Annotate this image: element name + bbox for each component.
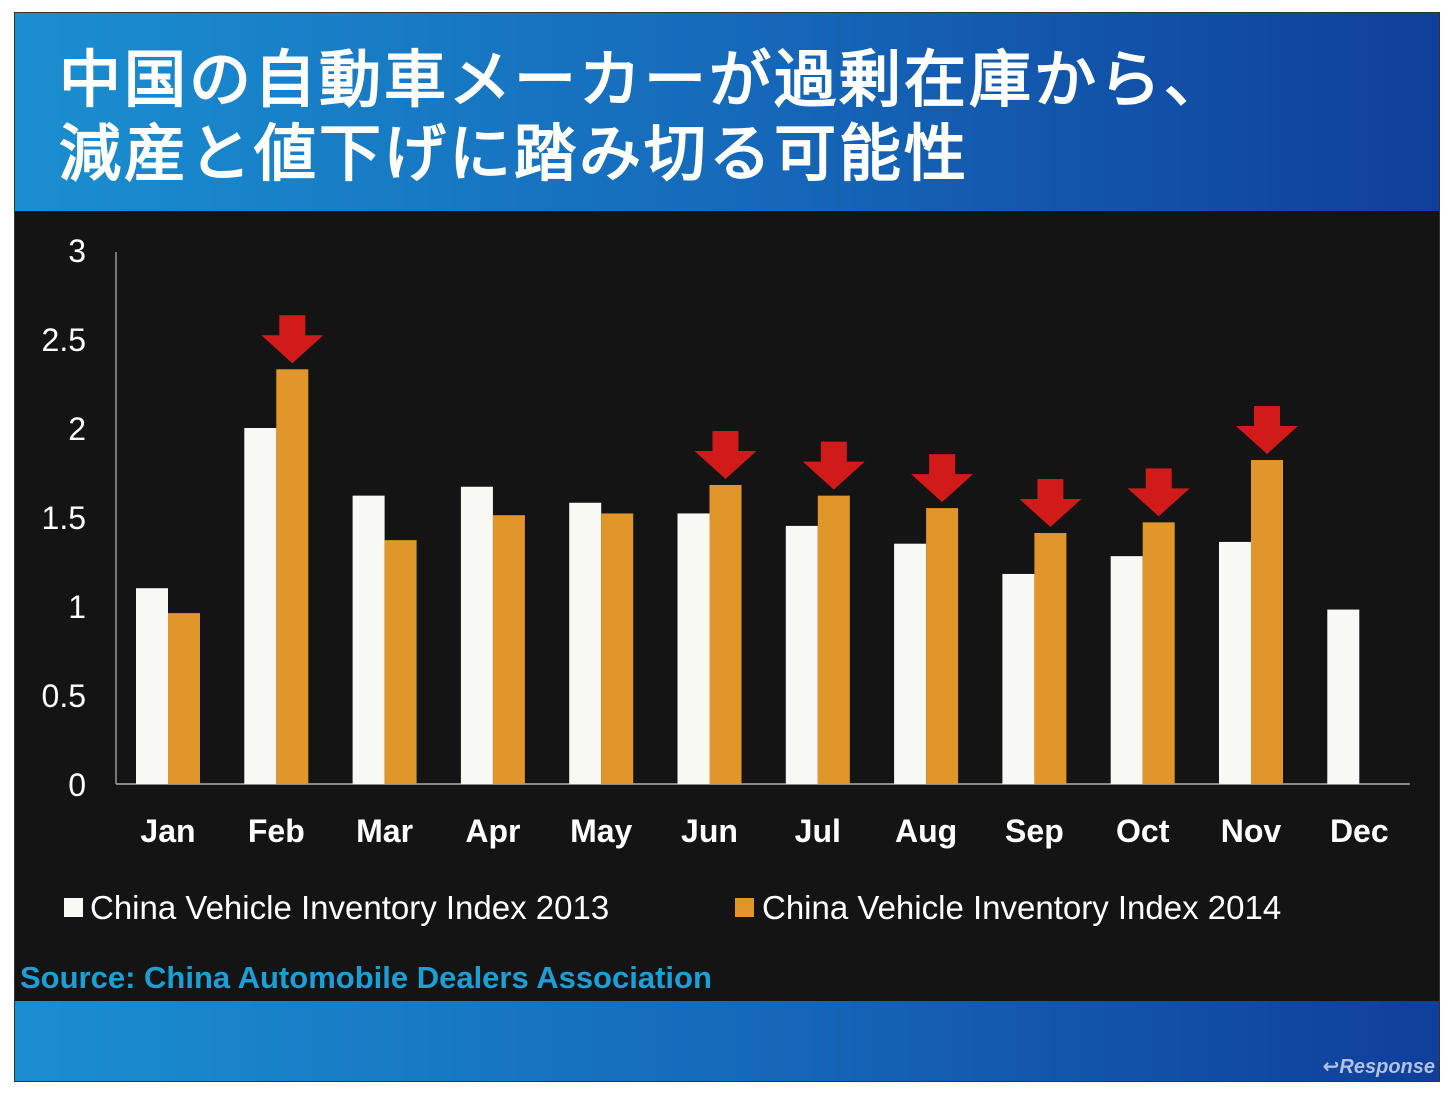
bar-may-2013 xyxy=(569,502,602,784)
bar-feb-2013 xyxy=(244,428,277,784)
x-tick-label: May xyxy=(570,813,632,849)
legend-label-2013: China Vehicle Inventory Index 2013 xyxy=(90,889,609,926)
bar-nov-2014 xyxy=(1251,460,1283,784)
title-line-2: 減産と値下げに踏み切る可能性 xyxy=(59,117,970,190)
y-tick-label: 2.5 xyxy=(42,322,86,358)
bar-dec-2013 xyxy=(1327,609,1360,784)
bar-aug-2014 xyxy=(926,508,959,784)
bar-jan-2013 xyxy=(136,588,168,784)
bar-apr-2013 xyxy=(460,486,493,784)
bar-jul-2013 xyxy=(785,525,818,784)
bar-may-2014 xyxy=(601,513,634,784)
bar-oct-2014 xyxy=(1142,522,1175,784)
footer-banner: ↩Response xyxy=(15,1001,1439,1081)
x-tick-label: Sep xyxy=(1005,813,1064,849)
legend: China Vehicle Inventory Index 2013 China… xyxy=(64,889,1281,926)
bar-jun-2013 xyxy=(677,513,710,784)
down-arrow-icon xyxy=(802,441,865,490)
title-banner: 中国の自動車メーカーが過剰在庫から、 減産と値下げに踏み切る可能性 xyxy=(15,13,1439,211)
bar-aug-2013 xyxy=(894,543,927,784)
bar-jan-2014 xyxy=(168,613,200,784)
x-tick-label: Oct xyxy=(1116,813,1170,849)
x-tick-label: Mar xyxy=(356,813,413,849)
y-tick-label: 0.5 xyxy=(42,678,86,714)
y-tick-label: 2 xyxy=(68,411,86,447)
legend-swatch-2013 xyxy=(64,898,83,917)
title-line-1: 中国の自動車メーカーが過剰在庫から、 xyxy=(59,43,1230,116)
bar-oct-2013 xyxy=(1110,556,1143,784)
down-arrow-icon xyxy=(694,430,757,479)
down-arrow-icon xyxy=(1236,406,1298,455)
x-tick-label: Dec xyxy=(1330,813,1389,849)
x-tick-label: Feb xyxy=(248,813,305,849)
bar-apr-2014 xyxy=(492,515,525,784)
bar-feb-2014 xyxy=(276,369,309,784)
bar-jul-2014 xyxy=(817,495,850,784)
down-arrow-icon xyxy=(1019,479,1082,528)
x-tick-label: Nov xyxy=(1221,813,1282,849)
y-tick-label: 1.5 xyxy=(42,500,86,536)
bar-sep-2014 xyxy=(1034,533,1067,784)
bar-mar-2014 xyxy=(384,540,417,784)
bar-nov-2013 xyxy=(1219,541,1251,784)
x-tick-label: Jul xyxy=(795,813,841,849)
bar-sep-2013 xyxy=(1002,573,1035,784)
legend-swatch-2014 xyxy=(735,898,754,917)
down-arrow-icon xyxy=(1127,468,1190,517)
x-tick-label: Apr xyxy=(465,813,520,849)
y-tick-label: 1 xyxy=(68,589,86,625)
slide: 中国の自動車メーカーが過剰在庫から、 減産と値下げに踏み切る可能性 ↩Respo… xyxy=(14,12,1440,1082)
legend-label-2014: China Vehicle Inventory Index 2014 xyxy=(762,889,1281,926)
down-arrow-icon xyxy=(911,454,974,503)
x-tick-label: Jan xyxy=(140,813,195,849)
bar-jun-2014 xyxy=(709,484,742,784)
x-tick-label: Jun xyxy=(681,813,738,849)
slide-title: 中国の自動車メーカーが過剰在庫から、 減産と値下げに踏み切る可能性 xyxy=(59,43,1229,191)
y-tick-label: 3 xyxy=(68,233,86,269)
response-logo: ↩Response xyxy=(1322,1056,1435,1078)
y-tick-label: 0 xyxy=(68,767,86,803)
down-arrow-icon xyxy=(261,315,324,364)
x-tick-label: Aug xyxy=(895,813,957,849)
source-note: Source: China Automobile Dealers Associa… xyxy=(20,960,712,995)
bar-mar-2013 xyxy=(352,495,385,784)
